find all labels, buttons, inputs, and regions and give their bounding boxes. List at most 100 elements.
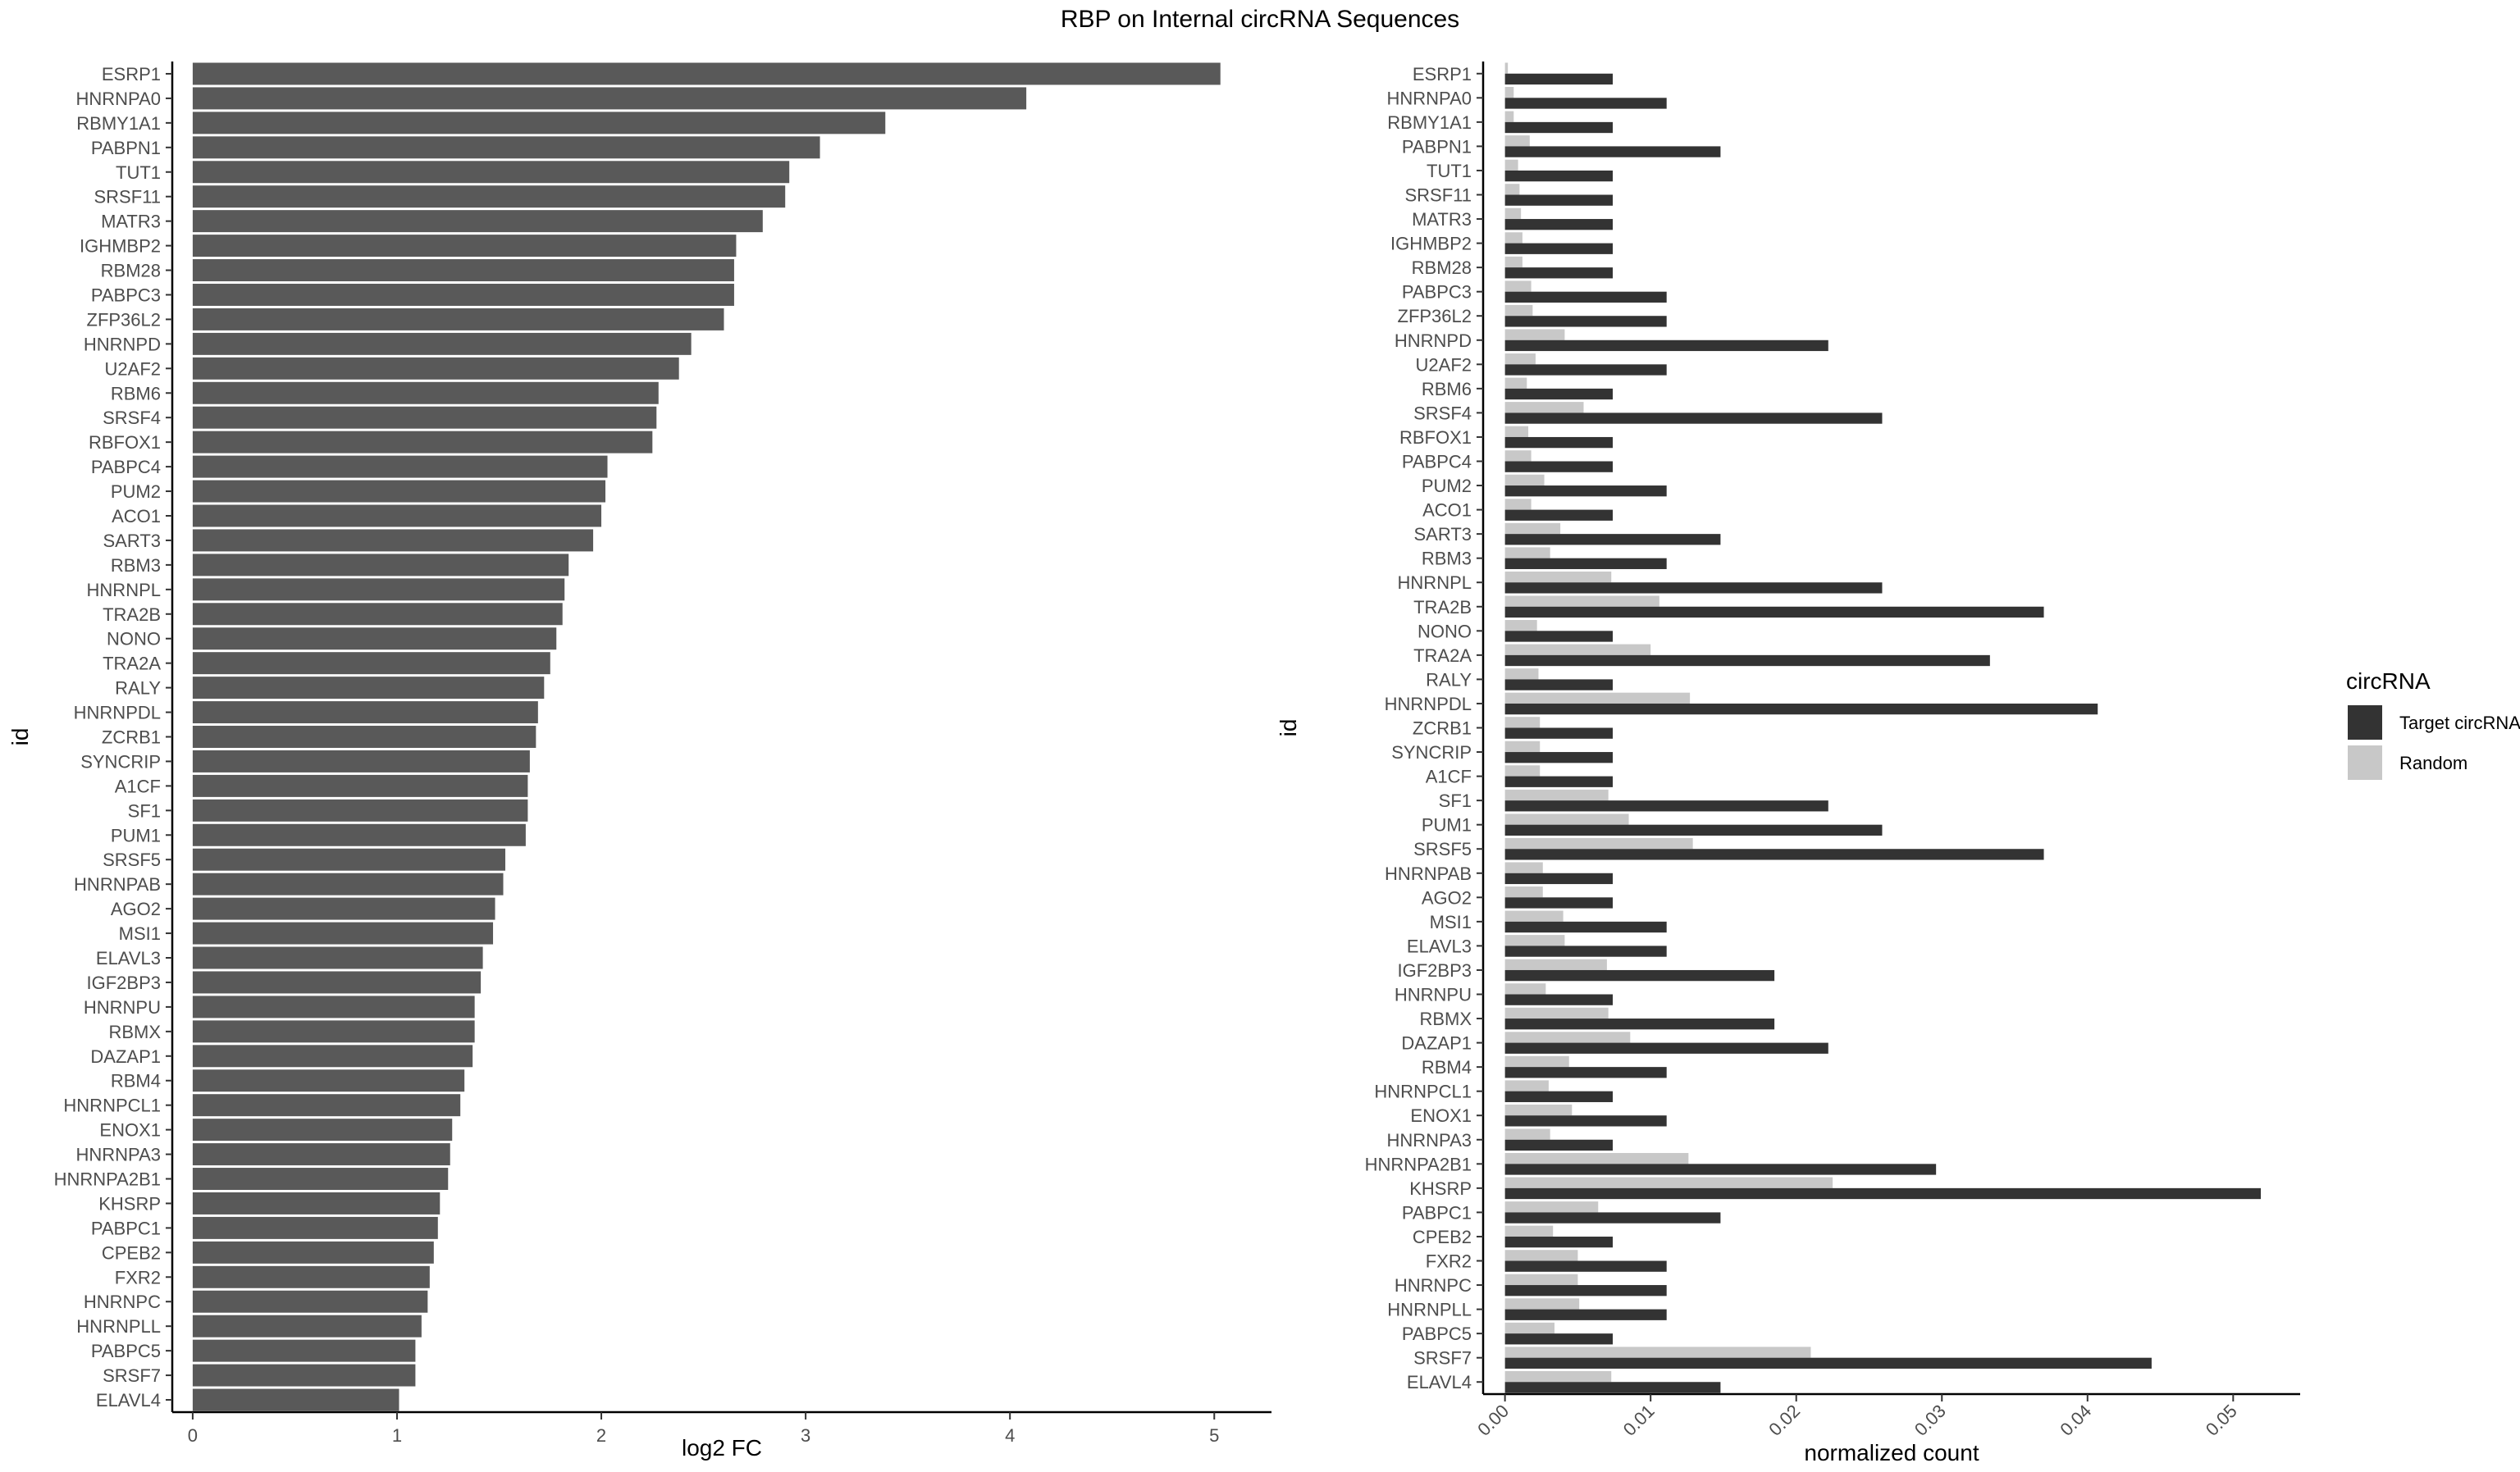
bar-target-fxr2: [1504, 1260, 1667, 1272]
bar-target-pum2: [1504, 485, 1667, 497]
bar-dazap1: [192, 1045, 473, 1068]
log2fc-y-tick-label: PABPN1: [91, 138, 161, 158]
log2fc-x-tick-label: 0: [188, 1425, 198, 1446]
bar-rbm6: [192, 381, 659, 404]
bar-enox1: [192, 1119, 453, 1142]
log2fc-y-tick-label: PUM2: [111, 481, 161, 502]
log2fc-y-tick-label: MATR3: [101, 212, 161, 232]
bar-raly: [192, 677, 545, 700]
log2fc-y-tick-label: PABPC4: [91, 457, 161, 477]
bar-hnrnpcl1: [192, 1094, 461, 1117]
bar-target-zcrb1: [1504, 727, 1614, 739]
bar-target-matr3: [1504, 219, 1614, 230]
normalized-count-y-tick-label: FXR2: [1426, 1251, 1472, 1272]
bar-random-elavl3: [1504, 935, 1565, 946]
log2fc-y-tick-label: FXR2: [115, 1267, 161, 1287]
bar-u2af2: [192, 357, 679, 380]
bar-pabpn1: [192, 136, 820, 159]
bar-hnrnpa2b1: [192, 1168, 449, 1190]
bar-zcrb1: [192, 726, 536, 748]
bar-target-khsrp: [1504, 1187, 2262, 1200]
bar-target-nono: [1504, 631, 1614, 642]
normalized-count-y-tick-label: PUM1: [1422, 815, 1472, 836]
normalized-count-y-tick-label: CPEB2: [1413, 1227, 1472, 1247]
bar-random-rbmx: [1504, 1007, 1609, 1019]
bar-pum1: [192, 823, 526, 846]
normalized-count-y-tick-label: HNRNPL: [1398, 572, 1472, 593]
bar-target-hnrnpcl1: [1504, 1091, 1614, 1102]
log2fc-x-tick-label: 2: [596, 1425, 606, 1446]
log2fc-y-tick-label: ZCRB1: [102, 727, 161, 748]
normalized-count-y-tick-label: RBM28: [1412, 257, 1472, 278]
bar-rbm4: [192, 1069, 465, 1092]
bar-target-hnrnpa2b1: [1504, 1164, 1937, 1175]
normalized-count-y-tick-label: HNRNPLL: [1387, 1300, 1472, 1320]
bar-elavl3: [192, 946, 483, 969]
bar-random-hnrnpab: [1504, 862, 1543, 873]
log2fc-y-tick-label: NONO: [107, 629, 161, 649]
log2fc-y-tick-label: SYNCRIP: [80, 751, 161, 772]
normalized-count-x-tick-label: 0.01: [1619, 1401, 1659, 1440]
bar-sf1: [192, 799, 528, 822]
bar-random-rbmy1a1: [1504, 111, 1514, 122]
bar-msi1: [192, 922, 494, 945]
bar-random-hnrnpa3: [1504, 1128, 1550, 1140]
normalized-count-y-tick-label: RBM3: [1422, 549, 1472, 569]
bar-target-ighmbp2: [1504, 243, 1614, 254]
bar-random-rbm6: [1504, 377, 1527, 389]
bar-target-cpeb2: [1504, 1236, 1614, 1248]
bar-random-dazap1: [1504, 1032, 1631, 1043]
log2fc-y-tick-label: HNRNPC: [84, 1292, 161, 1312]
log2fc-y-tick-label: MSI1: [119, 923, 161, 944]
normalized-count-y-tick-label: PABPC5: [1402, 1324, 1472, 1344]
normalized-count-y-axis-title: id: [1276, 719, 1301, 737]
normalized-count-y-tick-label: A1CF: [1426, 767, 1472, 787]
log2fc-x-tick-label: 4: [1005, 1425, 1015, 1446]
log2fc-y-tick-label: HNRNPL: [87, 580, 161, 600]
bar-random-hnrnpll: [1504, 1298, 1580, 1310]
log2fc-y-tick-label: KHSRP: [98, 1193, 161, 1214]
bar-random-ago2: [1504, 886, 1543, 898]
normalized-count-y-tick-label: RBFOX1: [1399, 427, 1472, 448]
log2fc-y-tick-label: SART3: [103, 531, 161, 551]
bar-random-srsf7: [1504, 1347, 1811, 1358]
log2fc-x-axis-title: log2 FC: [682, 1435, 762, 1461]
log2fc-y-tick-label: ACO1: [112, 506, 161, 526]
bar-target-hnrnpd: [1504, 340, 1828, 352]
normalized-count-y-tick-label: HNRNPD: [1395, 330, 1472, 351]
log2fc-y-tick-label: ESRP1: [102, 64, 161, 84]
normalized-count-x-tick-label: 0.04: [2056, 1401, 2095, 1440]
log2fc-y-tick-label: RBM6: [111, 383, 161, 403]
normalized-count-y-tick-label: SRSF5: [1413, 839, 1472, 859]
log2fc-y-tick-label: HNRNPLL: [76, 1316, 161, 1337]
log2fc-y-tick-label: RALY: [115, 678, 161, 699]
log2fc-y-axis-title: id: [7, 728, 33, 746]
bar-random-igf2bp3: [1504, 959, 1607, 970]
bar-pum2: [192, 480, 606, 503]
normalized-count-y-tick-label: ACO1: [1422, 500, 1472, 521]
bar-random-pum1: [1504, 813, 1629, 825]
bar-elavl4: [192, 1388, 399, 1411]
normalized-count-y-tick-label: PABPC3: [1402, 282, 1472, 303]
bar-target-sf1: [1504, 800, 1828, 812]
normalized-count-bar-panel: ESRP1 HNRNPA0 RBMY1A1 PABPN1 TUT1 SRSF11 MATR3…: [1276, 62, 2300, 1465]
bar-hnrnpl: [192, 578, 565, 601]
bar-target-rbmy1a1: [1504, 121, 1614, 134]
bar-target-pum1: [1504, 824, 1883, 836]
bar-sart3: [192, 529, 594, 552]
bar-target-tra2a: [1504, 654, 1990, 667]
normalized-count-y-tick-label: RBM4: [1422, 1057, 1472, 1078]
bar-target-tra2b: [1504, 606, 2044, 618]
bar-a1cf: [192, 774, 528, 797]
log2fc-y-tick-label: A1CF: [115, 776, 161, 796]
log2fc-y-tick-label: HNRNPCL1: [63, 1096, 161, 1116]
log2fc-y-tick-label: PUM1: [111, 825, 161, 845]
bar-target-esrp1: [1504, 73, 1614, 85]
bar-random-rbm28: [1504, 256, 1522, 268]
log2fc-y-tick-label: U2AF2: [105, 358, 161, 379]
bar-target-pabpc4: [1504, 461, 1614, 472]
bar-target-srsf4: [1504, 412, 1883, 424]
bar-ighmbp2: [192, 235, 737, 257]
figure-title: RBP on Internal circRNA Sequences: [1061, 6, 1459, 33]
bar-target-srsf11: [1504, 194, 1614, 206]
